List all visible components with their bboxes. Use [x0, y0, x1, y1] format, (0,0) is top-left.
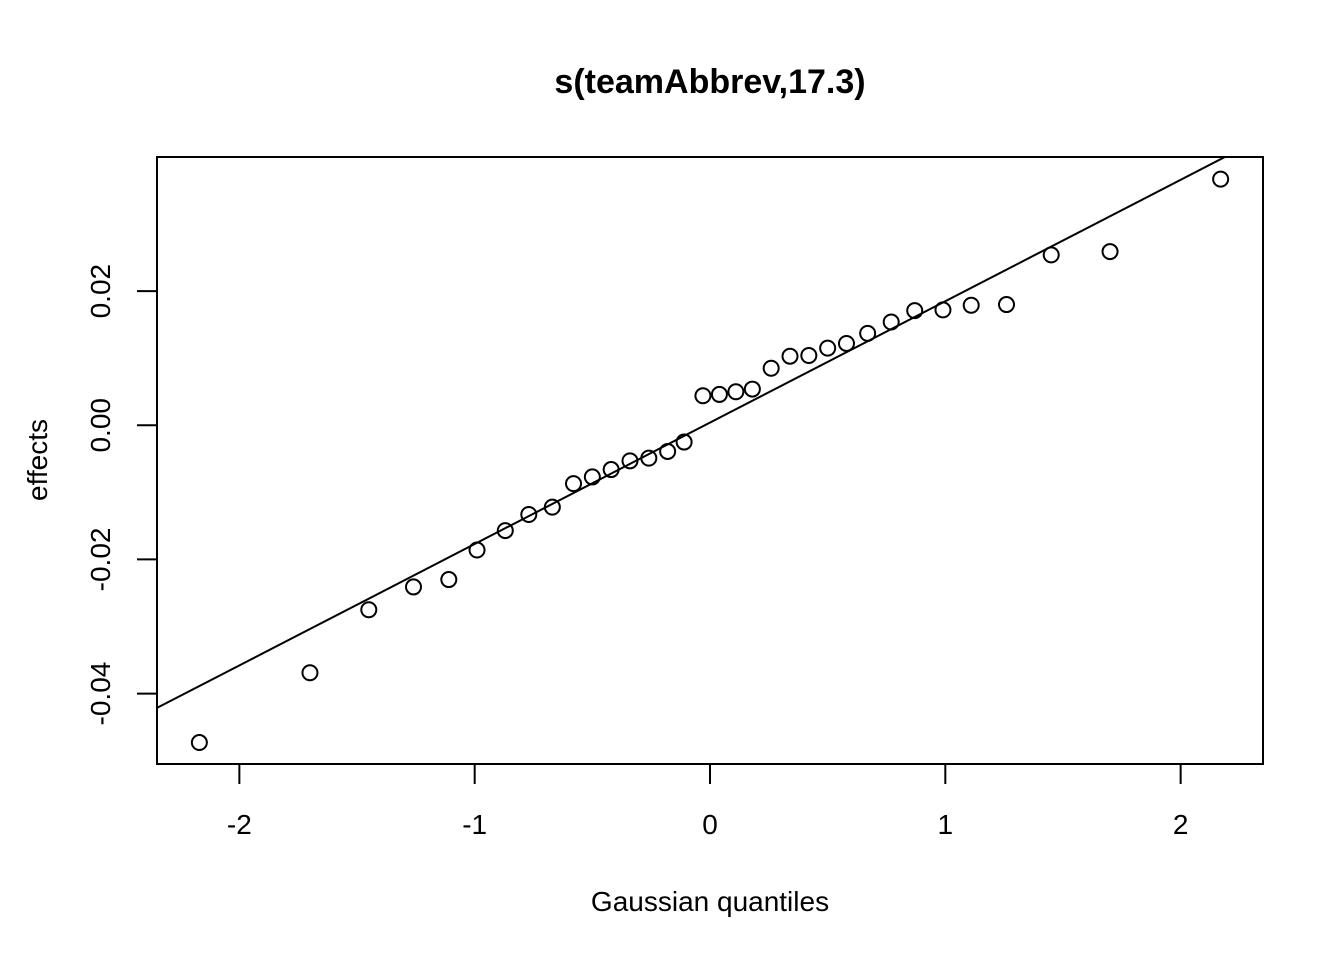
data-point — [301, 664, 319, 682]
data-point — [1101, 243, 1119, 261]
data-point — [520, 505, 538, 523]
y-tick-label: 0.02 — [85, 264, 116, 319]
y-tick-label: -0.04 — [85, 662, 116, 726]
data-point — [404, 578, 422, 596]
data-point — [360, 601, 378, 619]
data-point — [468, 541, 486, 559]
x-axis-label: Gaussian quantiles — [591, 886, 829, 917]
data-point — [800, 347, 818, 365]
points-group — [190, 170, 1230, 752]
data-point — [583, 468, 601, 486]
reference-line — [157, 157, 1228, 709]
data-point — [710, 385, 728, 403]
data-point — [694, 387, 712, 405]
reference-line-group — [157, 157, 1228, 709]
data-point — [727, 383, 745, 401]
x-tick-label: -1 — [462, 809, 487, 840]
data-point — [621, 452, 639, 470]
y-axis-label: effects — [22, 419, 53, 501]
x-tick-label: 0 — [702, 809, 718, 840]
data-point — [882, 313, 900, 331]
data-point — [837, 334, 855, 352]
data-point — [659, 442, 677, 460]
y-tick-label: -0.02 — [85, 528, 116, 592]
x-axis: -2 -1 0 1 2 — [227, 763, 1189, 840]
data-point — [998, 296, 1016, 314]
y-tick-label: 0.00 — [85, 398, 116, 453]
data-point — [602, 461, 620, 479]
data-point — [1212, 170, 1230, 188]
data-point — [743, 380, 761, 398]
x-tick-label: 2 — [1173, 809, 1189, 840]
data-point — [781, 347, 799, 365]
data-point — [675, 433, 693, 451]
data-point — [496, 522, 514, 540]
y-axis: -0.04 -0.02 0.00 0.02 — [85, 264, 157, 726]
data-point — [440, 571, 458, 589]
data-point — [819, 339, 837, 357]
data-point — [962, 296, 980, 314]
x-tick-label: 1 — [938, 809, 954, 840]
data-point — [1042, 246, 1060, 264]
x-tick-label: -2 — [227, 809, 252, 840]
data-point — [762, 359, 780, 377]
data-point — [906, 302, 924, 320]
data-point — [934, 301, 952, 319]
data-point — [565, 475, 583, 493]
data-point — [190, 734, 208, 752]
plot-frame — [156, 156, 1264, 765]
data-point — [640, 449, 658, 467]
data-point — [859, 324, 877, 342]
chart-title: s(teamAbbrev,17.3) — [554, 63, 865, 101]
data-point — [543, 498, 561, 516]
